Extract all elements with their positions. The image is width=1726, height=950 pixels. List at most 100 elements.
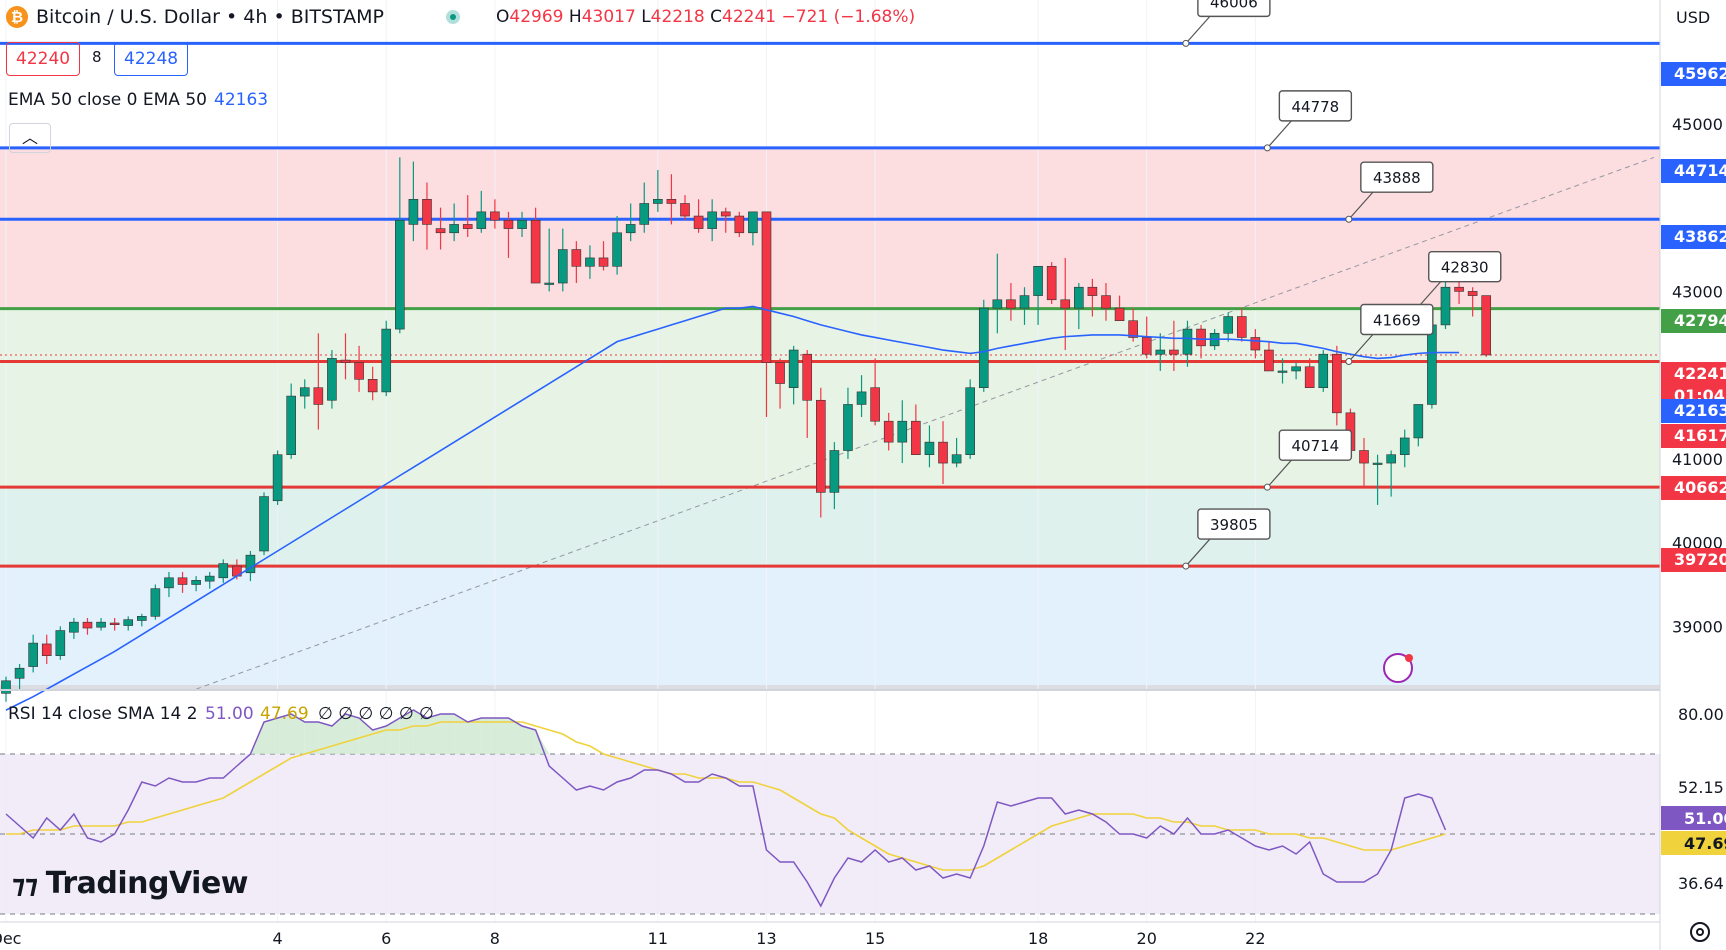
time-tick-label: 6 — [381, 929, 391, 948]
rsi-overbought-fill — [291, 714, 305, 754]
tradingview-logo[interactable]: ⁊⁊ TradingView — [12, 866, 249, 901]
candle-up — [123, 619, 134, 626]
candle-down — [1141, 337, 1152, 355]
candle-down — [1454, 286, 1464, 292]
rsi-value-label: 51.00 — [1684, 809, 1726, 828]
candle-up — [272, 454, 283, 502]
rsi-overbought-fill — [345, 714, 360, 754]
time-tick-label: 18 — [1028, 929, 1048, 948]
price-label-background — [1661, 362, 1726, 406]
candle-up — [1033, 265, 1043, 296]
callout-box — [1197, 0, 1271, 18]
candle-down — [598, 257, 609, 267]
candle-down — [734, 215, 745, 234]
candle-up — [1399, 437, 1410, 455]
candle-up — [788, 349, 799, 389]
candle-up — [748, 211, 758, 234]
rsi-overbought-fill — [535, 730, 550, 754]
rsi-legend-label[interactable]: RSI 14 close SMA 14 2 — [8, 704, 198, 724]
callout-pointer — [1266, 459, 1292, 488]
candle-down — [571, 249, 582, 267]
candle-down — [1264, 349, 1274, 372]
candle-up — [476, 211, 487, 229]
callout-anchor — [1345, 215, 1353, 223]
candle-up — [1, 680, 11, 694]
buy-button[interactable]: 42248 — [114, 42, 189, 76]
candle-down — [41, 643, 52, 656]
candle-down — [1359, 450, 1369, 464]
candle-up — [585, 257, 595, 267]
candle-up — [897, 420, 908, 443]
candle-down — [1250, 337, 1261, 351]
candle-down — [313, 387, 324, 405]
callout-label: 41669 — [1373, 311, 1421, 329]
candle-up — [96, 621, 106, 628]
rsi-overbought-fill — [494, 718, 509, 754]
candle-down — [340, 359, 351, 363]
open-prefix: O — [496, 7, 510, 27]
candle-up — [245, 554, 256, 574]
ema-legend-value: 42163 — [214, 90, 269, 110]
callout-anchor — [1345, 357, 1353, 365]
time-tick-label: 22 — [1245, 929, 1265, 948]
candle-down — [435, 228, 446, 234]
price-label: 42794 — [1674, 311, 1726, 330]
price-label-background — [1661, 424, 1726, 448]
candle-up — [1182, 328, 1193, 355]
candle-up — [1074, 286, 1084, 309]
candle-up — [204, 575, 215, 582]
open-value: 42969 — [509, 7, 564, 27]
price-axis-background — [1660, 0, 1726, 950]
candle-up — [992, 299, 1003, 309]
candle-up — [1291, 366, 1301, 372]
time-tick-label: 20 — [1137, 929, 1157, 948]
sell-button[interactable]: 42240 — [6, 42, 81, 76]
spread-value: 8 — [92, 48, 102, 66]
flash-icon — [1383, 653, 1413, 683]
chevron-up-icon: ︿ — [21, 128, 38, 147]
rsi-value-label-background — [1661, 806, 1726, 830]
candle-down — [422, 198, 432, 225]
currency-label[interactable]: USD — [1676, 8, 1711, 27]
price-tick-label: 39000 — [1672, 617, 1723, 636]
callout-anchor — [1182, 562, 1190, 570]
candle-down — [109, 622, 120, 625]
candle-down — [1114, 307, 1125, 322]
candle-up — [299, 387, 310, 397]
callout-box — [1428, 250, 1502, 283]
candle-down — [870, 387, 880, 422]
rsi-overbought-fill — [467, 718, 482, 754]
market-status-icon — [446, 10, 460, 24]
settings-icon[interactable] — [1690, 922, 1710, 942]
candle-down — [1087, 286, 1098, 296]
candle-up — [625, 224, 636, 234]
callout-pointer — [1348, 191, 1374, 220]
close-prefix: C — [710, 7, 723, 27]
rsi-overbought-fill — [318, 722, 332, 754]
candle-up — [28, 642, 38, 667]
high-value: 43017 — [581, 7, 636, 27]
callout-anchor — [1263, 483, 1271, 491]
rsi-overbought-fill — [440, 714, 455, 754]
rsi-sma-legend-value: 47.69 — [260, 704, 309, 724]
candle-up — [1440, 286, 1451, 326]
rsi-overbought-fill — [264, 718, 278, 754]
price-label-background — [1661, 62, 1726, 86]
tradingview-logo-icon: ⁊⁊ — [12, 870, 38, 900]
callout-box — [1278, 90, 1353, 122]
candle-down — [802, 353, 813, 401]
ema-legend-label[interactable]: EMA 50 close 0 EMA 50 — [8, 90, 207, 110]
candle-up — [286, 395, 296, 455]
candle-down — [1467, 291, 1478, 296]
candle-down — [1481, 295, 1492, 356]
candle-up — [69, 621, 79, 633]
candle-down — [1006, 299, 1016, 309]
candle-up — [1223, 316, 1233, 334]
price-label-background — [1661, 476, 1726, 500]
candle-down — [1332, 353, 1342, 414]
collapse-legend-button[interactable]: ︿ — [9, 123, 51, 153]
candle-down — [1169, 349, 1179, 355]
candle-up — [924, 441, 935, 455]
candle-up — [653, 198, 663, 204]
